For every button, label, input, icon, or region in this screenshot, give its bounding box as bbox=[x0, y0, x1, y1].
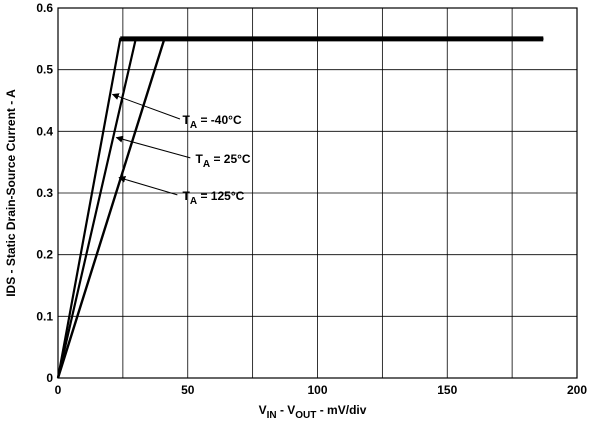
x-tick-label: 150 bbox=[437, 383, 457, 397]
x-tick-label: 0 bbox=[55, 383, 62, 397]
y-axis-title: IDS - Static Drain-Source Current - A bbox=[4, 89, 18, 297]
x-tick-label: 50 bbox=[181, 383, 195, 397]
y-tick-label: 0 bbox=[46, 371, 53, 385]
annotations: TA = -40°C TA = 25°C TA = 125°C bbox=[111, 93, 251, 207]
y-tick-label: 0.3 bbox=[36, 186, 53, 200]
series-line-0 bbox=[56, 37, 544, 379]
series-line-2 bbox=[56, 37, 544, 379]
annotation-label-2: TA = 125°C bbox=[183, 189, 245, 207]
y-tick-label: 0.4 bbox=[36, 124, 53, 138]
x-tick-label: 200 bbox=[567, 383, 587, 397]
grid bbox=[58, 8, 577, 378]
y-tick-label: 0.5 bbox=[36, 63, 53, 77]
y-tick-label: 0.1 bbox=[36, 309, 53, 323]
annotation-arrow-2 bbox=[118, 176, 178, 196]
series-group bbox=[56, 36, 544, 379]
x-axis-title: VIN - VOUT - mV/div bbox=[259, 403, 367, 421]
y-tick-label: 0.2 bbox=[36, 248, 53, 262]
annotation-arrow-0 bbox=[111, 93, 181, 120]
y-tick-label: 0.6 bbox=[36, 1, 53, 15]
plot-frame bbox=[57, 7, 578, 379]
annotation-label-0: TA = -40°C bbox=[183, 113, 242, 131]
annotation-label-1: TA = 25°C bbox=[196, 152, 251, 170]
tick-labels: 0 50 100 150 200 0 0.1 0.2 0.3 0.4 0.5 0.6 bbox=[36, 1, 587, 397]
x-tick-label: 100 bbox=[307, 383, 327, 397]
series-line-1 bbox=[56, 37, 544, 379]
annotation-arrow-1 bbox=[115, 135, 191, 159]
